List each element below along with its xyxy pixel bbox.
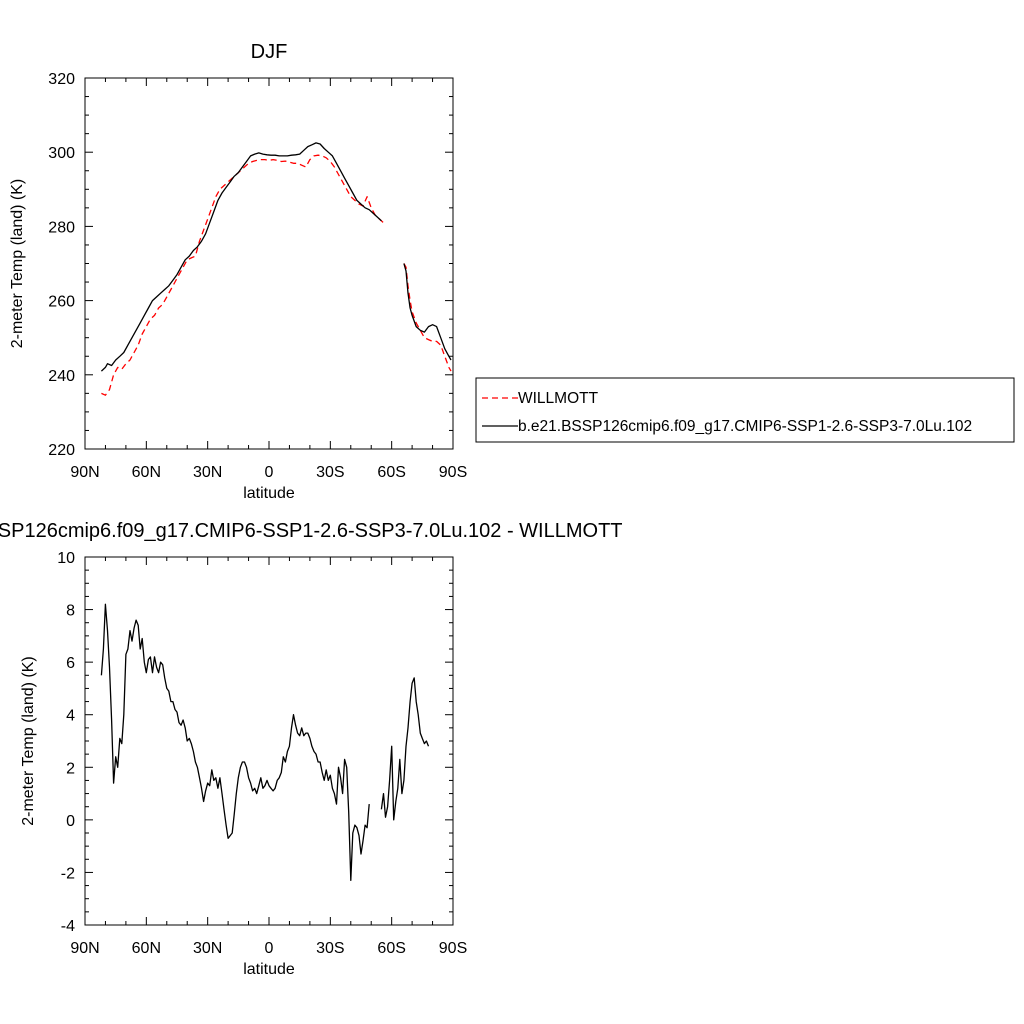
x-tick-label: 30N: [193, 940, 222, 957]
legend-label-2: b.e21.BSSP126cmip6.f09_g17.CMIP6-SSP1-2.…: [518, 418, 972, 435]
y-tick-label: 4: [66, 708, 75, 725]
y-tick-label: -4: [61, 918, 75, 935]
series-line-2-segment-2: [403, 263, 452, 361]
legend-label-1: WILLMOTT: [518, 390, 599, 407]
plot-frame: [84, 77, 454, 450]
chart-panel-1: 90N 60N 30N 0 30S 60S 90S 220 240 260 280 300 320 DJF…: [9, 41, 1015, 502]
x-tick-label: 0: [265, 940, 274, 957]
y-tick-label: 2: [66, 760, 75, 777]
y-axis-label: 2-meter Temp (land) (K): [9, 179, 26, 349]
series-line-1-segment-2: [403, 263, 452, 372]
y-tick-label: 300: [48, 145, 75, 162]
series-line-1-segment-1: [100, 603, 370, 881]
x-tick-label: 30S: [316, 464, 344, 481]
x-tick-label: 90S: [439, 464, 467, 481]
y-tick-label: 220: [48, 442, 75, 459]
y-tick-label: -2: [61, 865, 75, 882]
y-tick-label: 6: [66, 655, 75, 672]
chart-title: DJF: [251, 41, 288, 63]
x-tick-label: 0: [265, 464, 274, 481]
x-tick-label: 60S: [377, 940, 405, 957]
chart-title: b.e21.BSSP126cmip6.f09_g17.CMIP6-SSP1-2.…: [0, 520, 623, 542]
x-tick-label: 30N: [193, 464, 222, 481]
x-tick-label: 90S: [439, 940, 467, 957]
y-tick-label: 320: [48, 71, 75, 88]
series-line-1-segment-1: [101, 154, 384, 396]
chart-panel-2: 90N 60N 30N 0 30S 60S 90S -4 -2 0 2 4 6 8 10 b.e21.BSSP…: [0, 520, 623, 978]
y-tick-label: 10: [57, 550, 75, 567]
x-tick-label: 30S: [316, 940, 344, 957]
y-tick-label: 240: [48, 368, 75, 385]
legend-box: [475, 377, 1015, 443]
y-tick-label: 8: [66, 603, 75, 620]
y-axis-label: 2-meter Temp (land) (K): [20, 656, 37, 826]
x-tick-label: 60S: [377, 464, 405, 481]
plot-frame: [84, 556, 454, 926]
legend: WILLMOTT b.e21.BSSP126cmip6.f09_g17.CMIP6…: [475, 377, 1015, 443]
series-line-2-segment-1: [100, 142, 382, 372]
x-tick-label: 90N: [70, 940, 99, 957]
x-axis-label: latitude: [243, 961, 295, 978]
y-tick-label: 280: [48, 219, 75, 236]
x-tick-label: 90N: [70, 464, 99, 481]
series-line-1-segment-2: [380, 677, 430, 821]
x-tick-label: 60N: [132, 940, 161, 957]
x-tick-label: 60N: [132, 464, 161, 481]
y-tick-label: 260: [48, 294, 75, 311]
y-tick-label: 0: [66, 813, 75, 830]
x-axis-label: latitude: [243, 485, 295, 502]
